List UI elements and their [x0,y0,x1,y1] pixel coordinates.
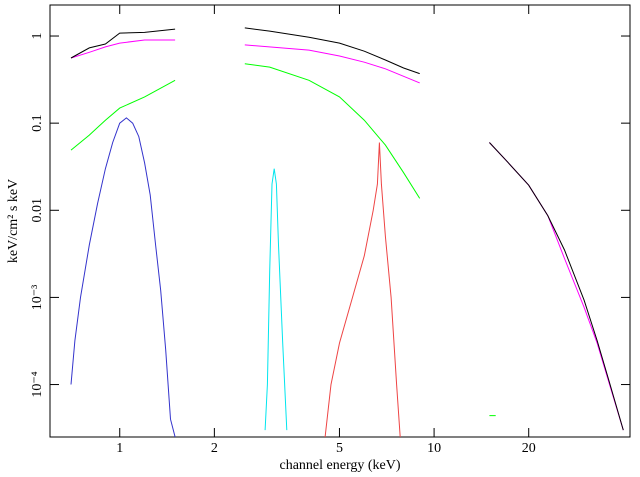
data-line [70,39,624,431]
y-tick-label: 10⁻⁴ [30,371,45,397]
data-line [70,63,496,417]
x-tick-label: 1 [116,441,123,456]
data-line [70,117,176,437]
plot-frame [49,4,631,438]
data-line [70,27,624,431]
x-axis-label: channel energy (keV) [279,458,400,473]
x-tick-label: 5 [336,441,343,456]
x-tick-label: 10 [427,441,441,456]
x-tick-label: 20 [522,441,536,456]
data-line [324,142,401,437]
y-axis-label: keV/cm² s keV [6,179,21,263]
y-tick-label: 0.1 [30,114,45,132]
data-line [264,168,288,431]
y-tick-label: 0.01 [30,198,45,223]
y-tick-label: 10⁻³ [30,285,45,311]
plot-area [70,27,624,437]
x-tick-label: 2 [211,441,218,456]
y-tick-label: 1 [30,33,45,40]
